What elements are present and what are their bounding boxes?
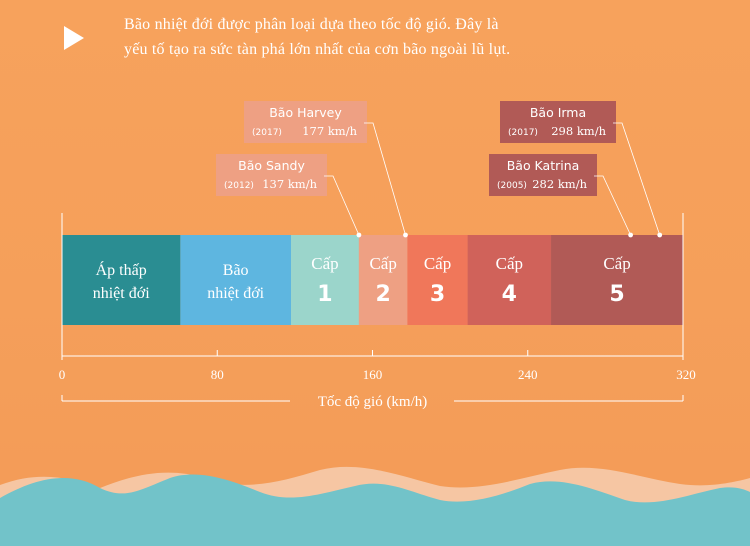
intro-line-1: Bão nhiệt đới được phân loại dựa theo tố… — [124, 16, 499, 33]
annotation-marker-1 — [356, 232, 362, 238]
annotation-leader-0 — [364, 122, 406, 236]
annotation-box-0 — [244, 101, 367, 143]
segment-label-0-1: nhiệt đới — [93, 285, 150, 302]
segment-label-1-1: nhiệt đới — [207, 285, 264, 302]
annotation-year-2: (2017) — [508, 128, 538, 138]
segment-label-1-0: Bão — [223, 262, 249, 279]
annotation-leader-2 — [613, 122, 661, 236]
tick-label-3: 240 — [518, 367, 538, 382]
segment-label-4: Cấp — [424, 254, 451, 273]
annotation-name-1: Bão Sandy — [238, 158, 305, 173]
tick-label-4: 320 — [676, 367, 696, 382]
segment-bar-1 — [180, 235, 291, 325]
annotation-speed-3: 282 km/h — [532, 177, 587, 191]
segment-label-5: Cấp — [496, 254, 523, 273]
intro-line-2: yếu tố tạo ra sức tàn phá lớn nhất của c… — [124, 41, 511, 58]
play-icon[interactable] — [64, 26, 84, 50]
annotation-speed-2: 298 km/h — [551, 124, 606, 138]
annotation-marker-0 — [403, 232, 408, 238]
annotation-name-0: Bão Harvey — [269, 105, 342, 120]
annotation-year-3: (2005) — [497, 181, 527, 191]
annotation-year-1: (2012) — [224, 181, 254, 191]
segment-bar-5 — [467, 235, 552, 325]
annotation-leader-3 — [594, 175, 631, 236]
wave-front — [0, 474, 750, 546]
segment-number-2: 1 — [317, 282, 332, 307]
segment-number-4: 3 — [430, 282, 445, 307]
segment-number-5: 4 — [502, 282, 517, 307]
annotation-leader-1 — [324, 175, 360, 236]
axis-title: Tốc độ gió (km/h) — [318, 394, 428, 410]
annotation-year-0: (2017) — [252, 128, 282, 138]
segment-bar-0 — [62, 235, 181, 325]
segment-label-2: Cấp — [311, 254, 338, 273]
segment-label-6: Cấp — [603, 254, 630, 273]
segment-label-0-0: Áp thấp — [96, 260, 147, 279]
segment-number-3: 2 — [376, 282, 391, 307]
segment-label-3: Cấp — [369, 254, 396, 273]
segment-bar-6 — [551, 235, 683, 325]
intro-text: Bão nhiệt đới được phân loại dựa theo tố… — [124, 12, 684, 62]
annotation-box-3 — [489, 154, 597, 196]
annotation-marker-2 — [657, 232, 663, 238]
annotation-name-3: Bão Katrina — [507, 158, 580, 173]
annotation-box-1 — [216, 154, 327, 196]
annotation-speed-0: 177 km/h — [302, 124, 357, 138]
segment-bar-3 — [358, 235, 408, 325]
tick-label-0: 0 — [59, 367, 66, 382]
tick-label-1: 80 — [211, 367, 224, 382]
annotation-marker-3 — [628, 232, 634, 238]
annotation-speed-1: 137 km/h — [262, 177, 317, 191]
annotation-box-2 — [500, 101, 616, 143]
segment-bar-4 — [407, 235, 468, 325]
segment-number-6: 5 — [609, 282, 624, 307]
annotation-name-2: Bão Irma — [530, 105, 586, 120]
tick-label-2: 160 — [363, 367, 383, 382]
segment-bar-2 — [290, 235, 359, 325]
